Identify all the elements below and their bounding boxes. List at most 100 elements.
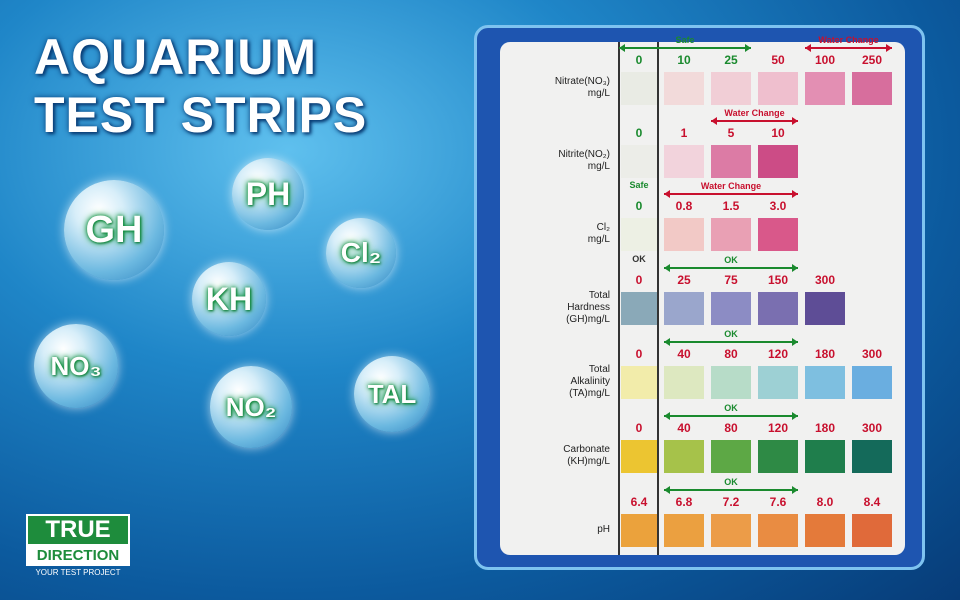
range-arrow: [664, 267, 798, 269]
swatch: [758, 366, 798, 399]
range-label: OK: [724, 329, 738, 339]
value-label: 300: [861, 421, 883, 435]
swatch: [852, 72, 892, 105]
range-label: Water Change: [700, 181, 762, 191]
bubble: Cl₂: [326, 218, 396, 288]
swatch: [621, 72, 657, 105]
bubble: GH: [64, 180, 164, 280]
arrow-head: [664, 264, 670, 272]
value-label: 6.4: [630, 495, 648, 509]
row-label: Nitrite(NO₂): [558, 149, 610, 160]
row-label: (TA)mg/L: [569, 388, 610, 399]
range-label: Water Change: [818, 35, 879, 45]
row-label: pH: [597, 524, 610, 535]
swatch: [805, 440, 845, 473]
divider: [657, 42, 659, 555]
value-label: 80: [724, 347, 738, 361]
row-label: Nitrate(NO₃): [554, 76, 610, 87]
value-label: 150: [767, 273, 789, 287]
value-label: 120: [767, 421, 789, 435]
value-label: 80: [724, 421, 738, 435]
swatch: [758, 292, 798, 325]
value-label: 40: [677, 421, 691, 435]
swatch: [711, 440, 751, 473]
value-label: 10: [771, 126, 785, 140]
value-label: 300: [814, 273, 836, 287]
value-label: 8.0: [816, 495, 834, 509]
value-label: 180: [814, 421, 836, 435]
value-label: 0: [635, 199, 643, 213]
row-label: Alkalinity: [570, 376, 610, 387]
value-label: 0: [635, 53, 643, 67]
value-label: 100: [814, 53, 836, 67]
value-label: 0: [635, 347, 643, 361]
swatch: [805, 292, 845, 325]
value-label: 0.8: [675, 199, 693, 213]
row-label: Hardness: [567, 302, 610, 313]
swatch: [711, 366, 751, 399]
range-arrow: [664, 489, 798, 491]
value-label: 250: [861, 53, 883, 67]
range-arrow: [805, 47, 892, 49]
value-label: 1: [680, 126, 688, 140]
range-label: OK: [724, 255, 738, 265]
logo-tagline: YOUR TEST PROJECT: [35, 568, 121, 577]
swatch: [758, 218, 798, 251]
arrow-head: [792, 190, 798, 198]
bubble: TAL: [354, 356, 430, 432]
arrow-head: [664, 486, 670, 494]
swatch: [621, 514, 657, 547]
value-label: 180: [814, 347, 836, 361]
arrow-head: [792, 486, 798, 494]
range-label: OK: [724, 403, 738, 413]
value-label: 50: [771, 53, 785, 67]
row-label: (GH)mg/L: [566, 314, 610, 325]
logo-line: DIRECTION: [26, 546, 130, 566]
swatch: [711, 72, 751, 105]
value-label: 25: [677, 273, 691, 287]
swatch: [664, 72, 704, 105]
bubble: KH: [192, 262, 266, 336]
divider: [618, 42, 620, 555]
value-label: 3.0: [769, 199, 787, 213]
value-label: 300: [861, 347, 883, 361]
range-label: OK: [724, 477, 738, 487]
swatch: [664, 145, 704, 178]
value-label: 10: [677, 53, 691, 67]
arrow-head: [711, 117, 717, 125]
arrow-head: [664, 412, 670, 420]
swatch: [711, 292, 751, 325]
row-label: Total: [588, 364, 610, 375]
bubble: NO₂: [210, 366, 292, 448]
title-line: AQUARIUM: [34, 29, 317, 85]
row-label: (KH)mg/L: [567, 456, 610, 467]
value-label: 75: [724, 273, 738, 287]
row-label: mg/L: [587, 234, 610, 245]
logo: TRUE DIRECTION YOUR TEST PROJECT: [26, 514, 130, 577]
swatch: [852, 366, 892, 399]
row-label: mg/L: [587, 161, 610, 172]
logo-line: TRUE: [26, 514, 130, 546]
swatch: [664, 514, 704, 547]
value-label: 0: [635, 126, 643, 140]
value-label: 0: [635, 273, 643, 287]
range-arrow: [664, 341, 798, 343]
swatch: [711, 218, 751, 251]
value-label: 40: [677, 347, 691, 361]
arrow-head: [792, 264, 798, 272]
swatch: [621, 366, 657, 399]
range-label: Water Change: [724, 108, 785, 118]
range-label: Safe: [675, 35, 695, 45]
arrow-head: [792, 338, 798, 346]
swatch: [664, 218, 704, 251]
title-line: TEST STRIPS: [34, 87, 368, 143]
value-label: 6.8: [675, 495, 693, 509]
value-label: 120: [767, 347, 789, 361]
swatch: [758, 145, 798, 178]
swatch: [758, 440, 798, 473]
range-label: Safe: [629, 180, 649, 190]
swatch: [664, 366, 704, 399]
arrow-head: [745, 44, 751, 52]
swatch: [758, 514, 798, 547]
